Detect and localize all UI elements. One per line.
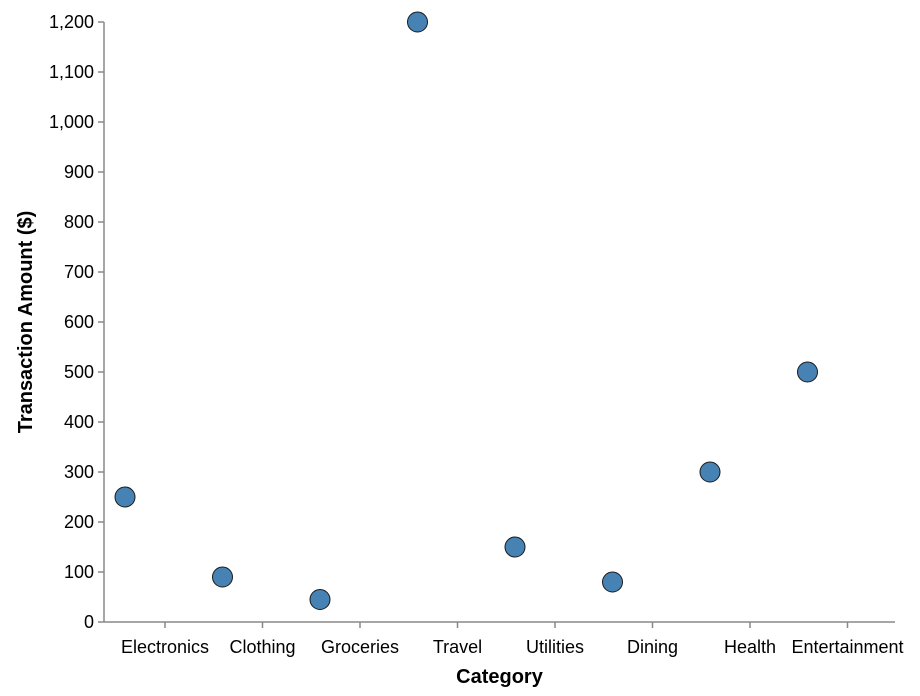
data-points: [114, 11, 818, 610]
y-axis-title: Transaction Amount ($): [15, 211, 37, 434]
data-point-electronics: [114, 486, 136, 508]
data-point-entertainment: [797, 361, 818, 383]
x-tick-label: Entertainment: [791, 637, 903, 657]
y-tick-label: 0: [84, 612, 94, 632]
x-tick-label: Travel: [433, 637, 482, 657]
y-tick-label: 1,200: [49, 12, 94, 32]
x-tick-label: Electronics: [121, 637, 209, 657]
y-tick-label: 600: [64, 312, 94, 332]
data-point-groceries: [309, 589, 331, 610]
y-tick-label: 700: [64, 262, 94, 282]
y-tick-label: 800: [64, 212, 94, 232]
data-point-dining: [602, 571, 623, 593]
x-tick-label: Utilities: [526, 637, 584, 657]
data-point-utilities: [504, 536, 526, 558]
x-tick-label: Groceries: [321, 637, 399, 657]
y-axis: 0 100 200 300 400 500 600 700 800 900 1,000 1,100 1,…: [49, 12, 105, 632]
data-point-travel: [407, 11, 428, 33]
data-point-health: [699, 461, 721, 483]
y-tick-label: 1,000: [49, 112, 94, 132]
x-axis-title: Category: [456, 666, 544, 688]
x-tick-label: Clothing: [229, 637, 295, 657]
data-point-clothing: [212, 566, 233, 588]
x-axis: Electronics Clothing Groceries Travel Utilit…: [104, 621, 904, 657]
y-tick-label: 300: [64, 462, 94, 482]
x-tick-label: Dining: [627, 637, 678, 657]
y-tick-label: 200: [64, 512, 94, 532]
y-tick-label: 900: [64, 162, 94, 182]
x-tick-label: Health: [724, 637, 776, 657]
y-tick-label: 500: [64, 362, 94, 382]
y-tick-label: 1,100: [49, 62, 94, 82]
y-tick-label: 400: [64, 412, 94, 432]
y-tick-label: 100: [64, 562, 94, 582]
